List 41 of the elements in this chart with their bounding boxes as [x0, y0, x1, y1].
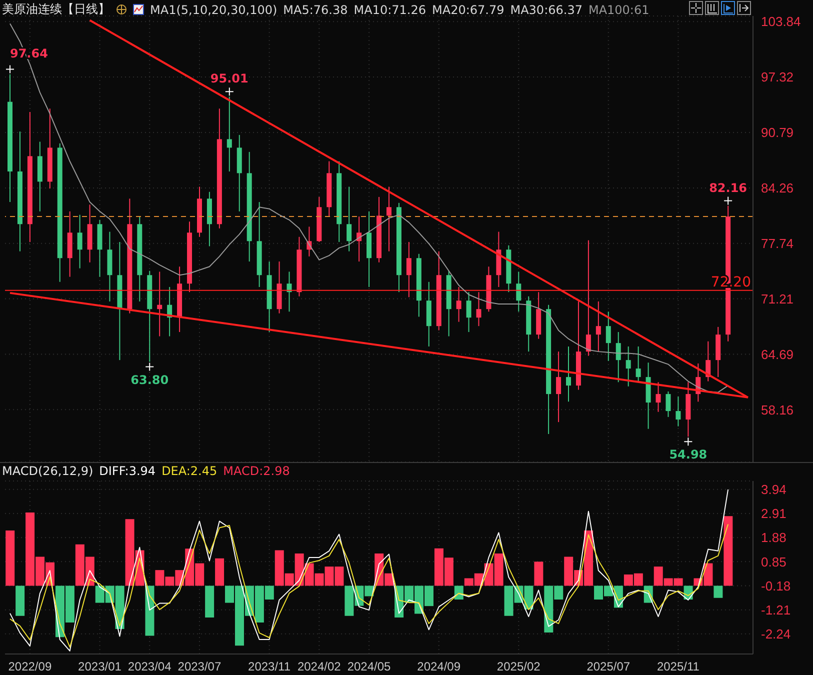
x-tick-label: 2024/02 [297, 660, 342, 674]
y-tick-label: 97.32 [761, 70, 794, 85]
y-tick-label: -0.18 [761, 578, 791, 594]
x-tick-label: 2024/09 [417, 660, 461, 674]
y-tick-label: 3.94 [761, 482, 786, 498]
text: MA100:61 [588, 2, 650, 16]
x-tick-label: 2025/11 [656, 660, 700, 674]
text: MACD:2.98 [223, 464, 290, 478]
y-tick-label: 58.16 [761, 402, 794, 418]
x-tick-label: 2023/11 [248, 660, 291, 674]
x-tick-label: 2023/01 [78, 660, 122, 674]
annotation: MA30:66.37 [510, 2, 582, 16]
annotation: 54.98 [669, 448, 708, 462]
x-tick-label: 2023/04 [128, 660, 172, 674]
annotation: MA20:67.79 [432, 2, 504, 16]
y-tick-label: 2.91 [761, 506, 786, 522]
chart-title: 美原油连续【日线】 [2, 1, 110, 18]
x-tick-label: 2022/09 [8, 660, 52, 674]
x-tick-label: 2023/07 [178, 660, 222, 674]
y-tick-label: 90.79 [761, 125, 794, 140]
x-tick-label: 2025/07 [586, 660, 630, 674]
y-tick-label: 84.26 [761, 180, 794, 196]
x-tick-label: 2024/05 [347, 660, 392, 674]
annotation: MA10:71.26 [354, 2, 426, 16]
annotation: MA5:76.38 [283, 2, 348, 16]
y-tick-label: -2.24 [761, 626, 791, 642]
y-tick-label: 64.69 [761, 346, 794, 362]
y-tick-label: 77.74 [761, 236, 794, 251]
y-tick-label: 1.88 [761, 530, 786, 546]
y-tick-label: 0.85 [761, 554, 786, 570]
x-tick-label: 2025/02 [496, 660, 541, 674]
annotation: 63.80 [130, 372, 169, 387]
annotation: 95.01 [210, 72, 248, 86]
text: DEA:2.45 [162, 464, 218, 478]
text: DIFF:3.94 [99, 464, 156, 478]
annotation: MA1(5,10,20,30,100) [150, 2, 278, 16]
y-tick-label: 103.84 [761, 14, 801, 30]
annotation: 82.16 [709, 180, 748, 195]
chart-title: MACD(26,12,9) [2, 464, 94, 478]
y-tick-label: 71.21 [761, 291, 794, 306]
y-tick-label: -1.21 [761, 602, 791, 618]
